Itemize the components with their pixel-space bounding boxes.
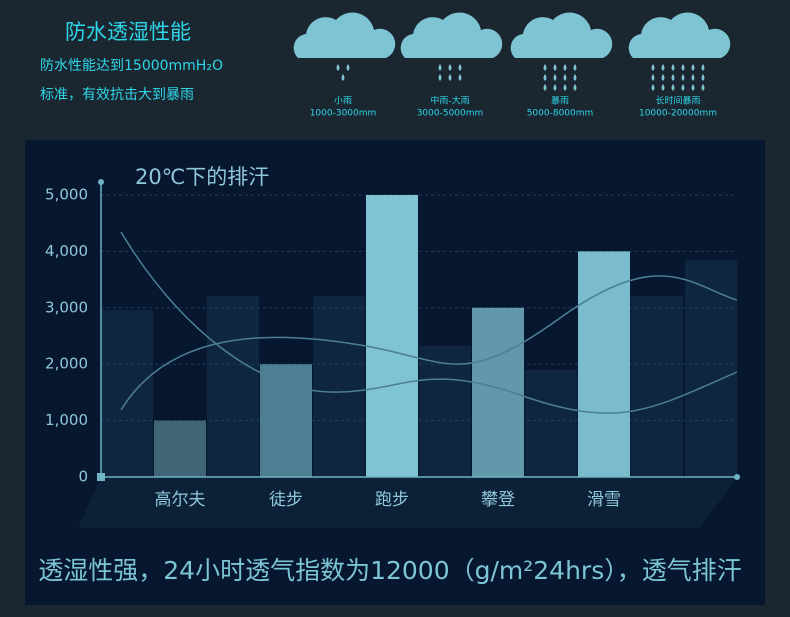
y-tick-label: 1,000 — [45, 411, 88, 429]
drop — [681, 74, 685, 81]
drop — [651, 74, 655, 81]
x-tick-label: 跑步 — [375, 490, 409, 510]
rain-name: 中雨-大雨 — [430, 95, 469, 107]
bar — [366, 194, 418, 477]
drop — [448, 64, 452, 71]
chart-title: 20℃下的排汗 — [135, 165, 269, 189]
drop — [341, 74, 345, 81]
rain-name: 长时间暴雨 — [655, 95, 700, 107]
y-tick-label: 4,000 — [45, 242, 88, 260]
decor-bar — [685, 260, 737, 477]
y-tick-label: 5,000 — [45, 185, 88, 203]
drop — [543, 64, 547, 71]
rain-icons: 小雨 1000-3000mm 中雨-大雨 3000-5000mm 暴雨 5000-8000… — [293, 12, 731, 119]
drop — [691, 64, 695, 71]
drop — [563, 84, 567, 91]
drop — [448, 74, 452, 81]
decor-bar — [207, 296, 259, 477]
drop — [671, 74, 675, 81]
drop — [563, 74, 567, 81]
drop — [438, 74, 442, 81]
drop — [543, 84, 547, 91]
drop — [701, 74, 705, 81]
decor-curve — [120, 231, 738, 414]
drop — [651, 64, 655, 71]
x-tick-label: 徒步 — [269, 490, 303, 510]
cloud — [400, 12, 503, 58]
rain-range: 1000-3000mm — [310, 109, 377, 119]
axis-end — [98, 179, 104, 185]
drop — [573, 64, 577, 71]
bar — [578, 251, 630, 477]
drop — [573, 84, 577, 91]
axis-end — [734, 474, 740, 480]
drop — [438, 64, 442, 71]
x-tick-label: 滑雪 — [587, 490, 621, 510]
header-title: 防水透湿性能 — [65, 20, 191, 44]
drop — [681, 64, 685, 71]
chart: 20℃下的排汗 0 1,000 2,000 3,000 4,000 5,000 高尔夫 徒步 跑步… — [45, 165, 740, 510]
axis-origin — [97, 473, 105, 481]
decor-curve — [120, 275, 738, 411]
drop — [661, 64, 665, 71]
cloud — [510, 12, 613, 58]
rain-name: 小雨 — [334, 96, 352, 107]
drop — [671, 84, 675, 91]
decor-bar — [419, 346, 471, 477]
drop — [661, 84, 665, 91]
drop — [553, 64, 557, 71]
header-line: 防水性能达到15000mmH₂O — [40, 58, 223, 74]
rain-range: 5000-8000mm — [527, 109, 594, 119]
drop — [691, 74, 695, 81]
x-tick-label: 高尔夫 — [155, 490, 206, 510]
drop — [681, 84, 685, 91]
rain-name: 暴雨 — [551, 96, 569, 107]
cloud — [628, 12, 731, 58]
y-tick-label: 3,000 — [45, 298, 88, 316]
bar — [260, 364, 312, 477]
drop — [651, 84, 655, 91]
drop — [661, 74, 665, 81]
y-tick-label: 0 — [78, 468, 88, 486]
drop — [701, 84, 705, 91]
drop — [671, 64, 675, 71]
rain-range: 3000-5000mm — [417, 109, 484, 119]
y-tick-label: 2,000 — [45, 355, 88, 373]
drop — [573, 74, 577, 81]
header-line: 标准，有效抗击大到暴雨 — [40, 87, 194, 103]
footer: 透湿性强，24小时透气指数为12000（g/m²24hrs），透气排汗 — [38, 556, 741, 585]
drop — [701, 64, 705, 71]
drop — [553, 74, 557, 81]
decor-bar — [631, 296, 683, 477]
rain-range: 10000-20000mm — [639, 109, 717, 119]
decor-bar — [101, 310, 153, 477]
drop — [458, 74, 462, 81]
floor — [78, 477, 737, 528]
drop — [458, 64, 462, 71]
decor-bar — [525, 370, 577, 477]
drop — [336, 64, 340, 71]
drop — [563, 64, 567, 71]
drop — [691, 84, 695, 91]
x-tick-label: 攀登 — [481, 490, 515, 510]
drop — [553, 84, 557, 91]
bar — [154, 420, 206, 477]
decor-bar — [313, 296, 365, 477]
bar — [472, 307, 524, 477]
drop — [543, 74, 547, 81]
cloud — [293, 12, 396, 58]
drop — [346, 64, 350, 71]
